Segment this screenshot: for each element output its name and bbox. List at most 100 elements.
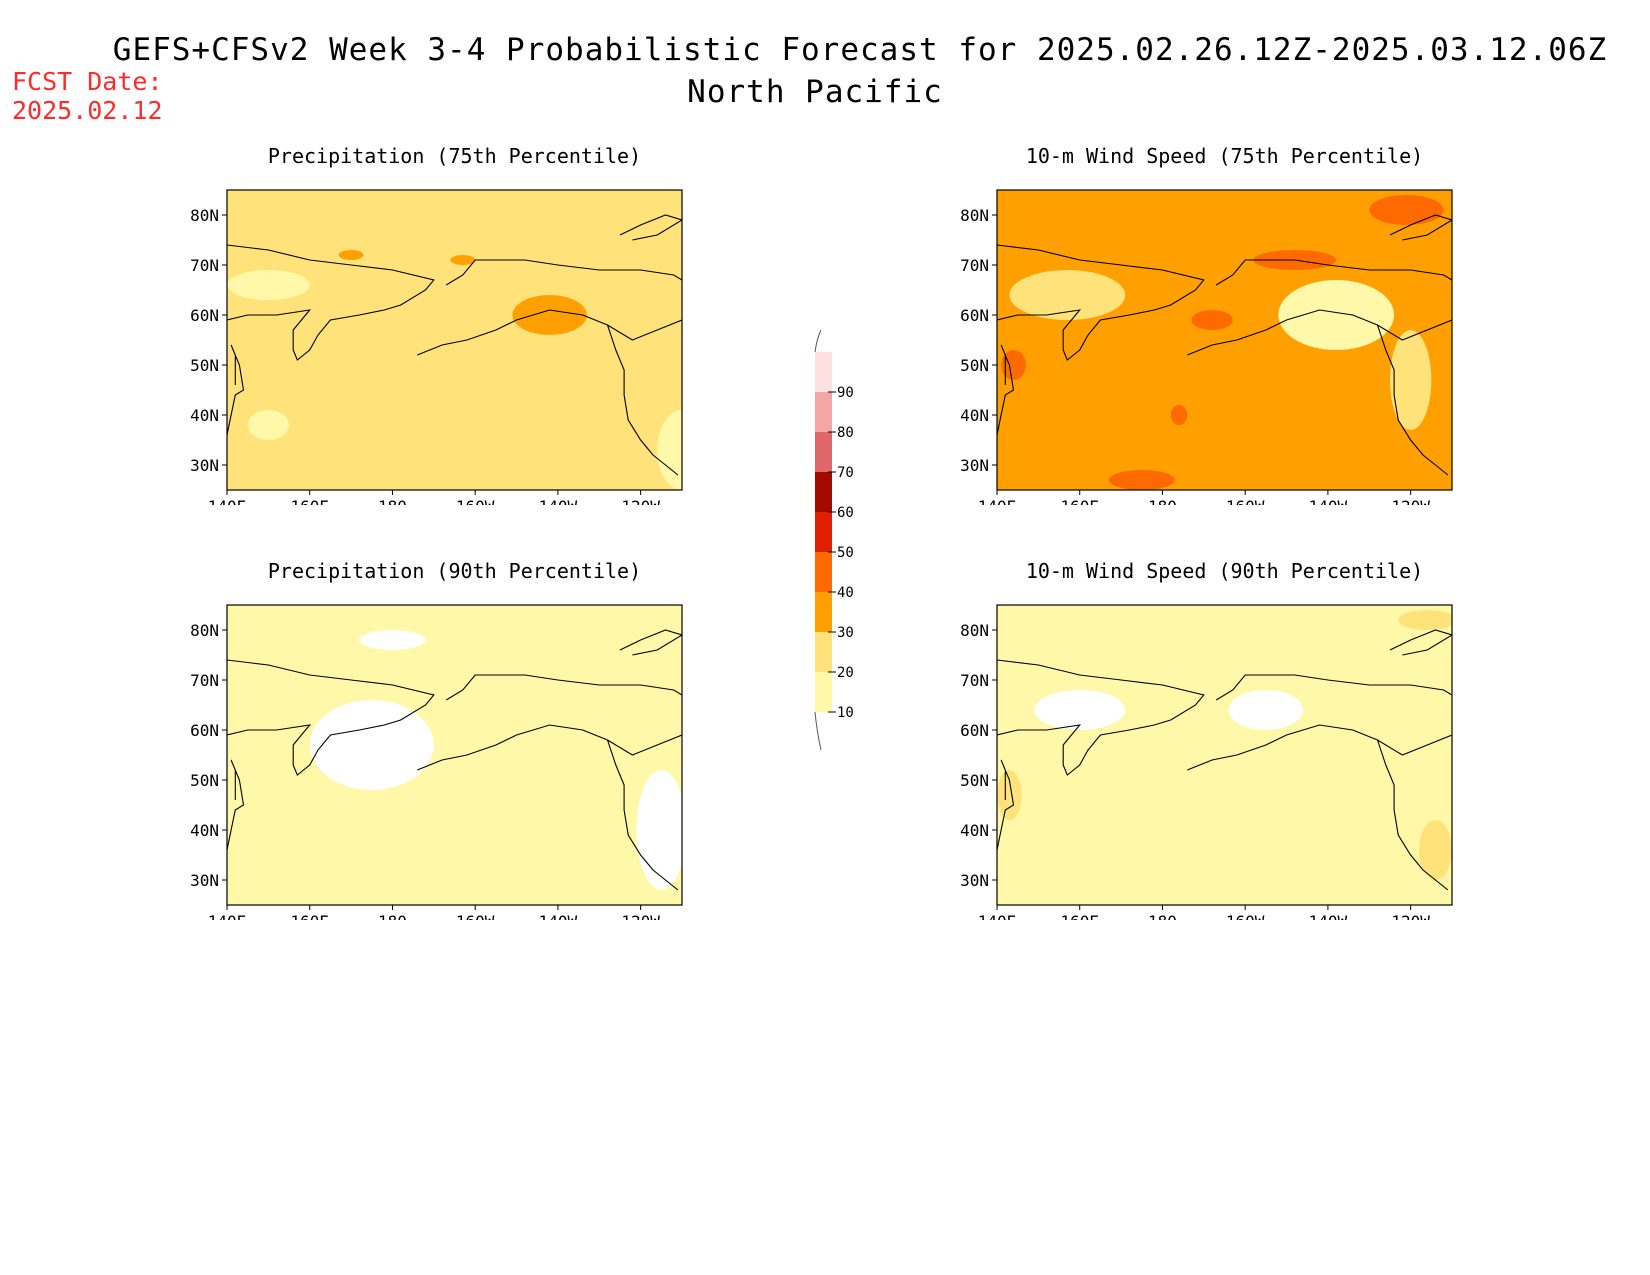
colorbar-swatch-50 — [815, 512, 832, 552]
forecast-date-label: FCST Date: — [12, 67, 163, 96]
colorbar-bottom-cap — [814, 711, 822, 751]
w90-lat-label-3: 50N — [960, 771, 989, 790]
p75-prob-patch-2 — [450, 255, 476, 265]
w75-prob-patch-1 — [1278, 280, 1395, 350]
w90-title: 10-m Wind Speed (90th Percentile) — [1026, 560, 1423, 583]
p90-field — [227, 605, 682, 905]
w90-prob-patch-2 — [997, 770, 1022, 820]
w75-coastline-4 — [997, 344, 1015, 436]
p75-prob-patch-1 — [338, 250, 364, 260]
p90-lat-label-1: 70N — [190, 671, 219, 690]
p90-coastline-3 — [606, 739, 679, 891]
p75-coastline-4 — [227, 344, 245, 436]
probability-colorbar: 10 20 30 40 50 60 70 80 90 — [800, 329, 860, 754]
w90-coastline-1 — [1215, 674, 1452, 701]
w75-prob-patch-2 — [1389, 330, 1432, 430]
w75-lon-label-0: 140E — [978, 497, 1017, 505]
colorbar-top-cap — [814, 329, 822, 353]
w90-coastline-0 — [997, 659, 1205, 776]
wind-90th-map-panel: 10-m Wind Speed (90th Percentile) 140E 160… — [940, 559, 1460, 931]
p90-lon-label-2: 180 — [378, 912, 407, 920]
w75-base-fill — [997, 190, 1452, 490]
w90-lat-label-4: 40N — [960, 821, 989, 840]
wind-75th-map-panel: 10-m Wind Speed (75th Percentile) 140E 160… — [940, 144, 1460, 516]
w90-coastline-5 — [1389, 629, 1452, 656]
w75-lon-label-5: 120W — [1391, 497, 1430, 505]
colorbar-swatch-70 — [815, 432, 832, 472]
w90-coastline-4 — [997, 759, 1015, 851]
w90-lat-label-5: 30N — [960, 871, 989, 890]
w90-base-fill — [997, 605, 1452, 905]
p75-coastline-2 — [417, 309, 682, 356]
w90-frame — [996, 604, 1453, 906]
p75-coastline-1 — [445, 259, 682, 286]
w90-prob-patch-3 — [1398, 610, 1452, 630]
p75-coastline-0 — [227, 244, 435, 361]
w90-prob-patch-0 — [1034, 690, 1126, 730]
p90-frame — [226, 604, 683, 906]
w75-lon-label-1: 160E — [1060, 497, 1099, 505]
w90-lat-label-2: 60N — [960, 721, 989, 740]
precip-75th-map-panel: Precipitation (75th Percentile) 140E 160E 1… — [170, 144, 690, 516]
p75-lon-label-1: 160E — [290, 497, 329, 505]
forecast-date-value: 2025.02.12 — [12, 96, 163, 125]
colorbar-swatch-40 — [815, 552, 832, 592]
colorbar-swatch-10 — [815, 672, 832, 712]
p90-prob-patch-3 — [359, 630, 426, 650]
p75-prob-patch-5 — [657, 410, 682, 490]
p90-prob-patch-1 — [500, 765, 575, 845]
w75-coastline-5 — [1389, 214, 1452, 241]
p90-lon-label-1: 160E — [290, 912, 329, 920]
p75-prob-patch-4 — [247, 410, 290, 440]
colorbar-swatch-30 — [815, 592, 832, 632]
p90-lat-label-4: 40N — [190, 821, 219, 840]
colorbar-swatch-20 — [815, 632, 832, 672]
colorbar-label-40: 40 — [837, 585, 854, 601]
p75-prob-patch-6 — [227, 270, 310, 300]
p75-prob-patch-0 — [512, 295, 587, 335]
w90-lon-label-2: 180 — [1148, 912, 1177, 920]
colorbar-label-70: 70 — [837, 465, 854, 481]
colorbar-label-80: 80 — [837, 425, 854, 441]
w75-prob-patch-6 — [1191, 310, 1233, 330]
w90-prob-patch-4 — [1418, 820, 1452, 880]
p75-title: Precipitation (75th Percentile) — [268, 145, 641, 168]
w75-coastline-2 — [1187, 309, 1452, 356]
p90-prob-patch-2 — [636, 770, 682, 890]
p90-coastline-0 — [227, 659, 435, 776]
p90-lon-label-5: 120W — [621, 912, 660, 920]
p75-lon-label-2: 180 — [378, 497, 407, 505]
w75-prob-patch-8 — [1108, 470, 1175, 490]
colorbar-swatch-60 — [815, 472, 832, 512]
p90-coastline-1 — [445, 674, 682, 701]
p90-coastline-2 — [417, 724, 682, 771]
main-title: GEFS+CFSv2 Week 3-4 Probabilistic Foreca… — [112, 32, 1608, 68]
p75-lon-label-0: 140E — [208, 497, 247, 505]
w75-prob-patch-7 — [1170, 405, 1188, 425]
p75-lon-label-3: 160W — [456, 497, 495, 505]
p75-lon-label-5: 120W — [621, 497, 660, 505]
w90-lon-label-4: 140W — [1309, 912, 1348, 920]
colorbar-swatch-90 — [815, 352, 832, 392]
p90-lon-label-0: 140E — [208, 912, 247, 920]
p90-lon-label-3: 160W — [456, 912, 495, 920]
colorbar-label-30: 30 — [837, 625, 854, 641]
colorbar-label-60: 60 — [837, 505, 854, 521]
w75-lat-label-4: 40N — [960, 406, 989, 425]
region-subtitle: North Pacific — [687, 74, 943, 110]
colorbar-svg: 10 20 30 40 50 60 70 80 90 — [814, 329, 854, 751]
w90-coastline-3 — [1376, 739, 1449, 891]
p75-coastline-5 — [619, 214, 682, 241]
p75-field — [227, 190, 682, 490]
p90-base-fill — [227, 605, 682, 905]
colorbar-label-50: 50 — [837, 545, 854, 561]
p90-lat-label-5: 30N — [190, 871, 219, 890]
w75-lat-label-5: 30N — [960, 456, 989, 475]
w75-lat-label-1: 70N — [960, 256, 989, 275]
w90-lat-label-1: 70N — [960, 671, 989, 690]
p90-lat-label-3: 50N — [190, 771, 219, 790]
w90-lon-label-5: 120W — [1391, 912, 1430, 920]
w90-coastline-2 — [1187, 724, 1452, 771]
w90-lon-label-1: 160E — [1060, 912, 1099, 920]
p75-lat-label-4: 40N — [190, 406, 219, 425]
